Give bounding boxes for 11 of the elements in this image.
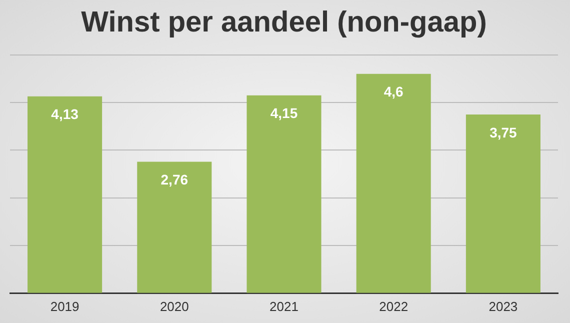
data-label: 4,13	[51, 106, 79, 122]
x-tick-label: 2021	[270, 298, 298, 314]
chart-title: Winst per aandeel (non-gaap)	[81, 6, 487, 38]
data-label: 3,75	[490, 124, 518, 140]
data-label: 2,76	[160, 172, 188, 188]
x-tick-label: 2020	[160, 298, 189, 314]
data-label: 4,6	[384, 84, 404, 100]
data-label: 4,15	[270, 105, 298, 122]
x-tick-label: 2022	[379, 298, 408, 314]
x-tick-label: 2019	[50, 298, 80, 314]
x-tick-label: 2023	[488, 298, 518, 314]
